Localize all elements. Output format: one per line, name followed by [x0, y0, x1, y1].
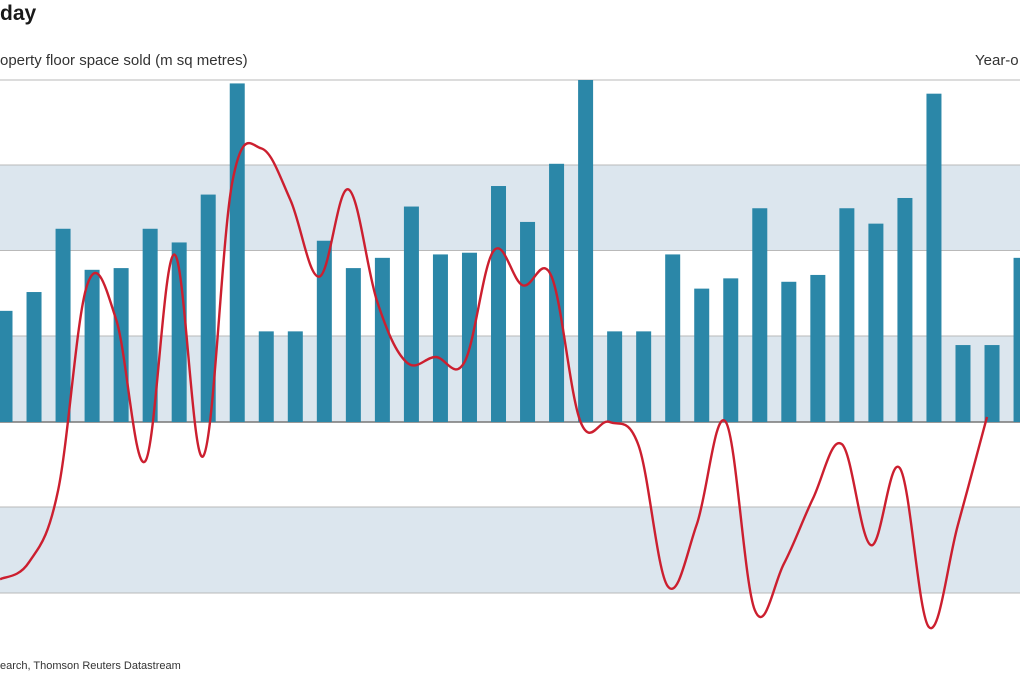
bar-17 [491, 186, 507, 422]
chart-title: day [0, 2, 37, 25]
bar-25 [723, 278, 739, 422]
bar-26 [752, 208, 768, 422]
grid-band-2 [0, 507, 1020, 593]
bar-31 [897, 197, 913, 422]
bar-28 [810, 274, 826, 422]
left-axis-label: operty floor space sold (m sq metres) [0, 52, 248, 69]
bar-11 [316, 240, 332, 422]
bar-10 [287, 331, 303, 422]
bar-5 [142, 228, 158, 422]
bar-24 [694, 288, 710, 422]
bar-15 [432, 254, 448, 422]
bar-35 [1013, 257, 1020, 422]
line-series [0, 141, 989, 630]
bar-8 [229, 83, 245, 423]
bar-9 [258, 331, 274, 422]
bar-20 [578, 80, 594, 422]
bar-7 [200, 194, 216, 422]
bar-13 [374, 257, 390, 422]
bar-12 [345, 268, 361, 422]
bar-21 [607, 331, 623, 422]
bar-22 [636, 331, 652, 422]
bar-27 [781, 281, 797, 422]
bar-14 [403, 206, 419, 422]
source-note: earch, Thomson Reuters Datastream [0, 660, 181, 672]
bar-18 [520, 221, 536, 422]
growth-line [0, 141, 989, 630]
bar-16 [461, 252, 477, 422]
bar-29 [839, 208, 855, 422]
bar-34 [984, 345, 1000, 422]
bar-23 [665, 254, 681, 422]
bar-32 [926, 93, 942, 423]
bar-1 [26, 292, 42, 422]
bar-0 [0, 310, 13, 422]
bar-3 [84, 269, 100, 422]
right-axis-label: Year-o [975, 52, 1019, 69]
bar-6 [171, 242, 187, 422]
bar-30 [868, 223, 884, 422]
bar-2 [55, 228, 71, 422]
bar-series [0, 80, 1020, 423]
bar-33 [955, 345, 971, 422]
